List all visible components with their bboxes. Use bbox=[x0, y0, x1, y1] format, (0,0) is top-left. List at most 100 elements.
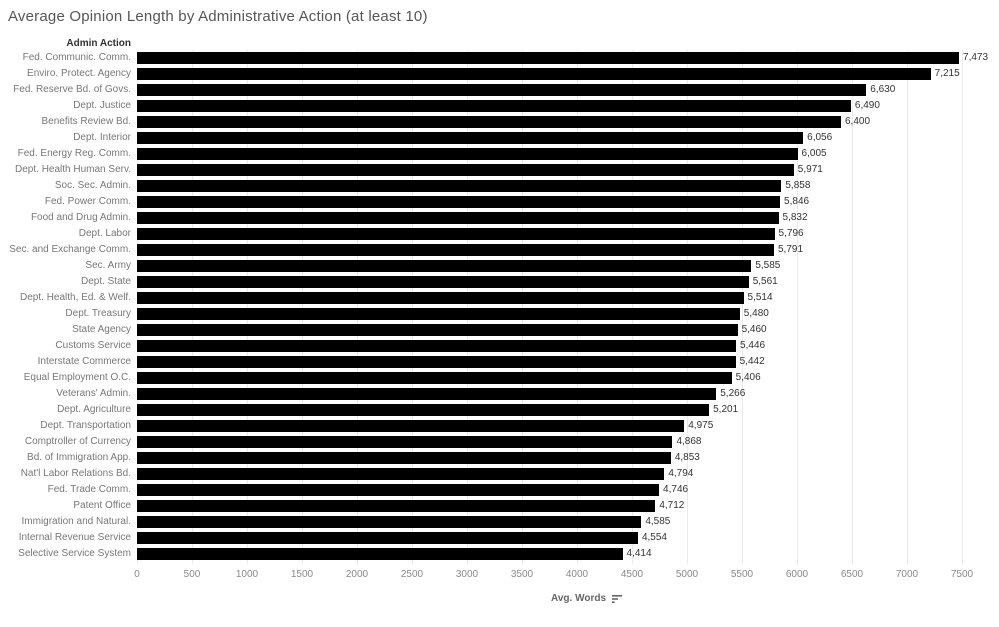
gridline bbox=[357, 50, 358, 564]
value-label: 5,514 bbox=[747, 292, 773, 303]
row-label[interactable]: Dept. Labor bbox=[78, 228, 131, 239]
bar[interactable] bbox=[137, 148, 798, 160]
row-label[interactable]: Dept. Justice bbox=[73, 100, 131, 111]
bar[interactable] bbox=[137, 100, 851, 112]
row-label[interactable]: Benefits Review Bd. bbox=[41, 116, 132, 127]
gridline bbox=[522, 50, 523, 564]
row-label[interactable]: Bd. of Immigration App. bbox=[27, 452, 131, 463]
value-label: 5,446 bbox=[740, 340, 766, 351]
value-label: 5,585 bbox=[755, 260, 781, 271]
row-label[interactable]: Fed. Energy Reg. Comm. bbox=[17, 148, 131, 159]
x-tick-label: 7000 bbox=[895, 569, 919, 580]
row-label[interactable]: Patent Office bbox=[73, 500, 131, 511]
x-tick-label: 6000 bbox=[785, 569, 809, 580]
row-label[interactable]: Sec. and Exchange Comm. bbox=[9, 244, 131, 255]
value-label: 6,630 bbox=[870, 84, 896, 95]
bar[interactable] bbox=[137, 532, 638, 544]
bar[interactable] bbox=[137, 244, 774, 256]
bar[interactable] bbox=[137, 308, 740, 320]
gridline bbox=[467, 50, 468, 564]
row-label[interactable]: State Agency bbox=[72, 324, 131, 335]
row-label[interactable]: Dept. Agriculture bbox=[57, 404, 131, 415]
bar[interactable] bbox=[137, 516, 642, 528]
row-label[interactable]: Dept. Treasury bbox=[65, 308, 131, 319]
row-label[interactable]: Selective Service System bbox=[18, 548, 131, 559]
row-label[interactable]: Internal Revenue Service bbox=[18, 532, 131, 543]
plot-area bbox=[137, 50, 999, 564]
bar[interactable] bbox=[137, 500, 656, 512]
row-label[interactable]: Customs Service bbox=[55, 340, 131, 351]
x-tick-label: 6500 bbox=[840, 569, 864, 580]
gridline bbox=[907, 50, 908, 564]
row-label[interactable]: Enviro. Protect. Agency bbox=[27, 68, 131, 79]
value-label: 5,858 bbox=[785, 180, 811, 191]
bar[interactable] bbox=[137, 292, 744, 304]
row-header-admin-action[interactable]: Admin Action bbox=[66, 38, 131, 49]
row-label[interactable]: Equal Employment O.C. bbox=[23, 372, 131, 383]
bar[interactable] bbox=[137, 452, 671, 464]
value-label: 5,971 bbox=[797, 164, 823, 175]
bar[interactable] bbox=[137, 116, 841, 128]
row-label[interactable]: Dept. Health, Ed. & Welf. bbox=[20, 292, 131, 303]
row-label[interactable]: Comptroller of Currency bbox=[24, 436, 131, 447]
value-label: 6,400 bbox=[845, 116, 871, 127]
value-label: 4,414 bbox=[626, 548, 652, 559]
gridline bbox=[137, 50, 138, 564]
bar[interactable] bbox=[137, 436, 673, 448]
bar[interactable] bbox=[137, 356, 736, 368]
gridline bbox=[302, 50, 303, 564]
x-tick-label: 2000 bbox=[345, 569, 369, 580]
bar[interactable] bbox=[137, 164, 794, 176]
value-label: 4,794 bbox=[668, 468, 694, 479]
value-label: 4,585 bbox=[645, 516, 671, 527]
row-label[interactable]: Fed. Communic. Comm. bbox=[22, 52, 131, 63]
bar[interactable] bbox=[137, 260, 752, 272]
bar[interactable] bbox=[137, 196, 781, 208]
x-tick-label: 2500 bbox=[400, 569, 424, 580]
row-label[interactable]: Fed. Power Comm. bbox=[44, 196, 131, 207]
x-axis-title: Avg. Words bbox=[551, 593, 623, 604]
bar[interactable] bbox=[137, 468, 665, 480]
row-label[interactable]: Dept. State bbox=[80, 276, 131, 287]
bar[interactable] bbox=[137, 276, 749, 288]
bar[interactable] bbox=[137, 68, 931, 80]
row-label[interactable]: Food and Drug Admin. bbox=[30, 212, 131, 223]
value-label: 4,746 bbox=[663, 484, 689, 495]
bar[interactable] bbox=[137, 548, 623, 560]
bar[interactable] bbox=[137, 388, 717, 400]
bar[interactable] bbox=[137, 404, 710, 416]
value-label: 4,853 bbox=[674, 452, 700, 463]
value-label: 5,442 bbox=[739, 356, 765, 367]
bar[interactable] bbox=[137, 340, 737, 352]
gridline bbox=[852, 50, 853, 564]
sort-descending-icon[interactable] bbox=[611, 594, 623, 604]
bar[interactable] bbox=[137, 180, 782, 192]
bar[interactable] bbox=[137, 324, 738, 336]
row-label[interactable]: Dept. Health Human Serv. bbox=[15, 164, 131, 175]
value-label: 5,266 bbox=[720, 388, 746, 399]
row-label[interactable]: Fed. Reserve Bd. of Govs. bbox=[13, 84, 131, 95]
row-label[interactable]: Sec. Army bbox=[85, 260, 131, 271]
bar[interactable] bbox=[137, 212, 779, 224]
bar[interactable] bbox=[137, 484, 660, 496]
bar[interactable] bbox=[137, 84, 867, 96]
row-label[interactable]: Immigration and Natural. bbox=[21, 516, 132, 527]
row-label[interactable]: Dept. Interior bbox=[73, 132, 131, 143]
x-tick-label: 4000 bbox=[565, 569, 589, 580]
x-axis-label: Avg. Words bbox=[551, 593, 607, 604]
bar[interactable] bbox=[137, 52, 960, 64]
bar[interactable] bbox=[137, 372, 732, 384]
bar[interactable] bbox=[137, 420, 685, 432]
gridline bbox=[962, 50, 963, 564]
bar[interactable] bbox=[137, 132, 804, 144]
row-label[interactable]: Dept. Transportation bbox=[40, 420, 131, 431]
bar[interactable] bbox=[137, 228, 775, 240]
row-label[interactable]: Soc. Sec. Admin. bbox=[54, 180, 131, 191]
row-label[interactable]: Fed. Trade Comm. bbox=[47, 484, 131, 495]
row-label[interactable]: Veterans' Admin. bbox=[56, 388, 131, 399]
x-tick-label: 1000 bbox=[235, 569, 259, 580]
row-label[interactable]: Nat'l Labor Relations Bd. bbox=[20, 468, 131, 479]
x-tick-label: 500 bbox=[183, 569, 201, 580]
value-label: 7,473 bbox=[963, 52, 989, 63]
row-label[interactable]: Interstate Commerce bbox=[37, 356, 131, 367]
